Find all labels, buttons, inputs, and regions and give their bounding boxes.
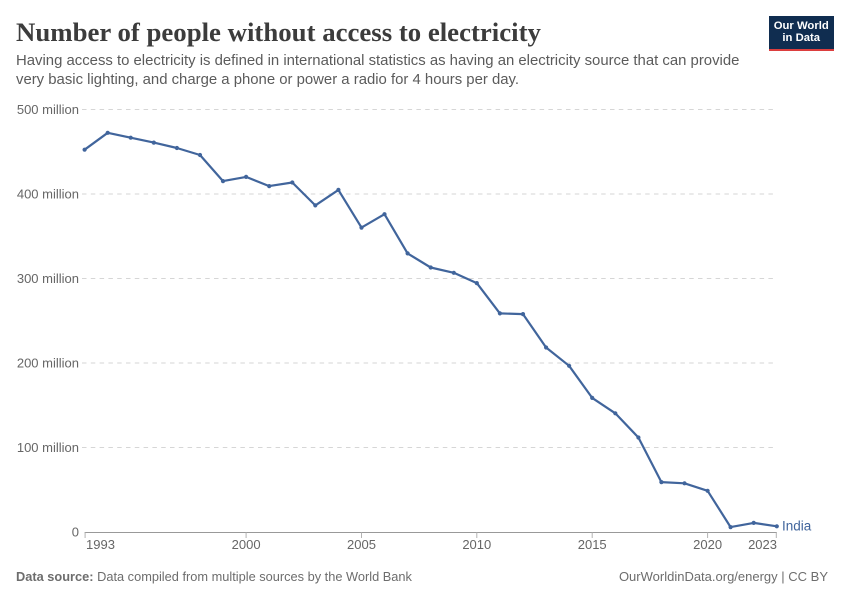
svg-text:200 million: 200 million <box>17 356 79 371</box>
svg-text:2023: 2023 <box>748 537 777 552</box>
svg-text:2005: 2005 <box>347 537 376 552</box>
svg-text:400 million: 400 million <box>17 187 79 202</box>
svg-text:100 million: 100 million <box>17 440 79 455</box>
svg-text:300 million: 300 million <box>17 271 79 286</box>
svg-text:500 million: 500 million <box>17 102 79 117</box>
svg-text:2000: 2000 <box>232 537 261 552</box>
svg-text:India: India <box>782 518 812 533</box>
svg-text:2020: 2020 <box>693 537 722 552</box>
svg-text:2015: 2015 <box>578 537 607 552</box>
svg-text:1993: 1993 <box>86 537 115 552</box>
svg-text:2010: 2010 <box>462 537 491 552</box>
svg-text:0: 0 <box>72 525 79 540</box>
